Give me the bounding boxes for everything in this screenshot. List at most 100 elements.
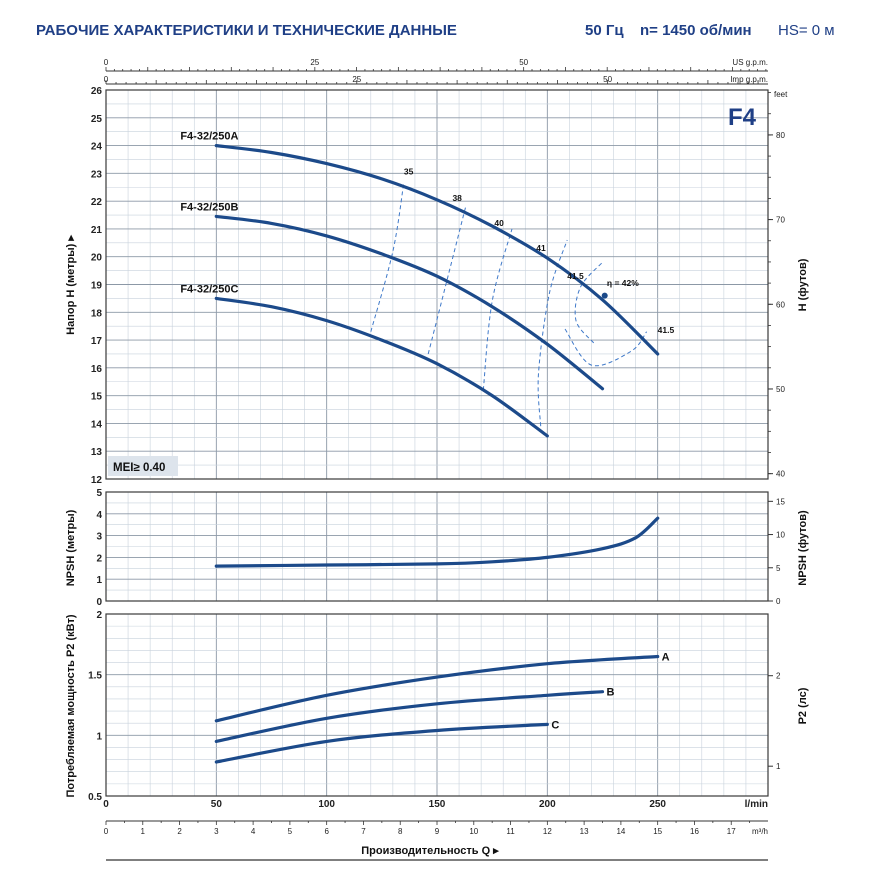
frequency-label: 50 Гц [585,22,624,39]
page-title: РАБОЧИЕ ХАРАКТЕРИСТИКИ И ТЕХНИЧЕСКИЕ ДАН… [36,22,457,39]
curve-f4-32-250a [214,144,660,356]
right-tick-label: 80 [776,131,785,140]
y-tick-label: 5 [96,488,102,499]
efficiency-label-4: 41 [536,243,546,253]
curve-npsh [214,516,660,568]
right-tick-label: 10 [776,531,785,540]
efficiency-label-5: 41.5 [567,271,584,281]
lmin-tick-label: 100 [318,799,335,810]
npsh-feet-axis-title: NPSH (футов) [797,510,809,586]
speed-label: n= 1450 об/мин [640,22,752,39]
m3h-tick-label: 2 [177,827,182,836]
power-curve-label: A [662,651,670,663]
efficiency-label-2: 38 [452,193,462,203]
power-curve-label: C [551,719,559,731]
y-tick-label: 12 [91,475,103,486]
y-tick-label: 25 [91,114,103,125]
y-tick-label: 4 [96,510,102,521]
y-tick-label: 3 [96,532,102,543]
m3h-tick-label: 5 [288,827,293,836]
top-axes: 0 25 50 0 25 50 US g.p.m. Imp g.p.m. [104,58,768,85]
m3h-tick-label: 6 [324,827,329,836]
m3h-tick-label: 11 [506,827,515,836]
right-tick-label: 0 [776,597,781,606]
efficiency-iso-line-2 [427,206,467,355]
impgpm-unit-label: Imp g.p.m. [730,75,768,84]
grid [105,89,769,797]
m3h-unit-label: m³/h [752,827,768,836]
panel-frame-2 [105,491,769,602]
y-tick-label: 0.5 [88,792,102,803]
m3h-tick-label: 1 [141,827,146,836]
curve-label: F4-32/250B [180,201,238,213]
curve-f4-32-250b [214,214,605,391]
m3h-tick-label: 9 [435,827,440,836]
impgpm-tick-label: 25 [352,75,361,84]
y-tick-label: 26 [91,86,103,97]
m3h-tick-label: 16 [690,827,699,836]
lmin-tick-label: 250 [649,799,666,810]
m3h-tick-label: 17 [727,827,736,836]
efficiency-iso-line-6 [564,328,648,367]
curve-b [214,690,605,743]
y-tick-label: 18 [91,308,103,319]
right-tick-label: 40 [776,470,785,479]
suction-head-label: HS= 0 м [778,22,835,39]
model-title: F4 [728,104,757,131]
efficiency-label-7: 41.5 [658,325,675,335]
usgpm-tick-label: 0 [104,58,109,67]
y-tick-label: 21 [91,225,103,236]
mei-badge-bg [108,456,178,476]
m3h-tick-label: 3 [214,827,219,836]
m3h-tick-label: 7 [361,827,366,836]
y-tick-label: 2 [96,610,102,621]
usgpm-tick-label: 50 [519,58,528,67]
right-tick-label: 5 [776,564,781,573]
y-tick-label: 24 [91,142,103,153]
panel-frame-3 [105,613,769,797]
curve-c [214,722,549,764]
frames [105,89,769,797]
lmin-tick-label: 0 [103,799,109,810]
curve-labels: F4-32/250A F4-32/250B F4-32/250C 35 38 40 41 41… [180,131,674,732]
lmin-tick-label: 150 [429,799,446,810]
m3h-tick-label: 15 [653,827,662,836]
y-tick-label: 1 [96,731,102,742]
head-axis-title: Напор H (метры) ▸ [65,235,77,335]
lmin-tick-label: 200 [539,799,556,810]
y-tick-label: 0 [96,597,102,608]
y-tick-label: 19 [91,281,103,292]
usgpm-unit-label: US g.p.m. [732,58,768,67]
y-tick-label: 23 [91,169,103,180]
m3h-tick-label: 12 [543,827,552,836]
power-curve-label: B [607,687,615,699]
right-tick-label: 50 [776,385,785,394]
y-tick-label: 1 [96,575,102,586]
y-tick-label: 16 [91,364,103,375]
axis-ticks: 1213141516171819202122232425260123450.51… [65,86,809,803]
lmin-tick-label: 50 [211,799,223,810]
m3h-tick-label: 0 [104,827,109,836]
right-tick-label: 15 [776,497,785,506]
impgpm-tick-label: 50 [603,75,612,84]
mei-badge: MEI≥ 0.40 [113,462,165,474]
right-tick-label: 60 [776,300,785,309]
m3h-tick-label: 13 [580,827,589,836]
best-efficiency-point [601,292,608,299]
m3h-tick-label: 8 [398,827,403,836]
curve-a [214,654,660,723]
y-tick-label: 13 [91,447,103,458]
curve-label: F4-32/250C [180,283,238,295]
usgpm-tick-label: 25 [310,58,319,67]
efficiency-iso-line-5 [574,261,603,344]
y-tick-label: 20 [91,253,103,264]
y-tick-label: 1.5 [88,671,102,682]
npsh-axis-title: NPSH (метры) [65,509,77,586]
m3h-tick-label: 10 [469,827,478,836]
efficiency-label-3: 40 [494,218,504,228]
power-axis-title: Потребляемая мощность P2 (кВт) [65,614,77,797]
curve-label: F4-32/250A [180,131,238,143]
right-tick-label: 2 [776,672,781,681]
